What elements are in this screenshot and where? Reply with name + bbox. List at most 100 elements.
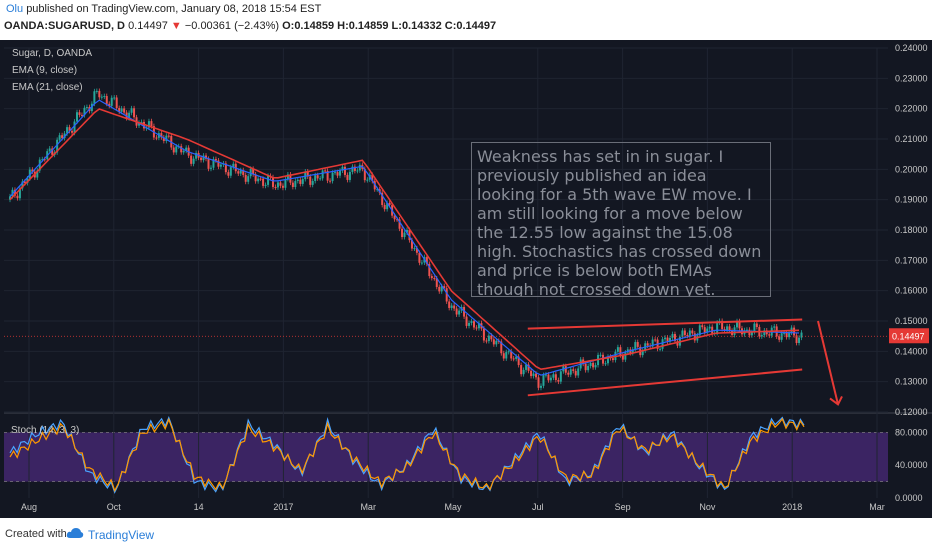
candle-body (512, 358, 515, 360)
stoch-d-line (9, 417, 805, 493)
candle-body (185, 147, 188, 151)
candle-body (482, 328, 485, 341)
last-price: 0.14497 (128, 20, 168, 32)
candle-body (413, 248, 416, 250)
candle-body (726, 326, 729, 331)
author-link[interactable]: Olu (6, 3, 24, 15)
candle-body (371, 174, 374, 182)
candle-body (763, 330, 766, 336)
candle-body (408, 229, 411, 241)
candle-body (505, 352, 508, 359)
publish-line: Olu published on TradingView.com, Januar… (6, 3, 321, 15)
candle-body (676, 341, 679, 346)
candle-body (284, 178, 287, 188)
candle-body (393, 215, 396, 220)
candle-body (299, 179, 302, 184)
price-label-bg (889, 328, 929, 344)
candle-body (698, 325, 701, 336)
candle-body (224, 163, 227, 173)
candle-body (728, 326, 731, 331)
footer: Created with TradingView (0, 518, 932, 550)
candle-body (435, 278, 438, 287)
candle-body (229, 167, 232, 176)
candle-body (252, 168, 255, 175)
candle-body (611, 358, 614, 361)
y-tick-label: 0.18000 (895, 225, 928, 235)
candle-body (661, 339, 664, 349)
candle-body (38, 159, 41, 171)
candle-body (537, 377, 540, 388)
y-tick-label: 0.23000 (895, 73, 928, 83)
candle-body (425, 257, 428, 264)
candle-body (150, 121, 153, 127)
candle-body (172, 147, 175, 153)
candle-body (242, 170, 245, 175)
candle-body (669, 337, 672, 342)
projection-arrow (817, 320, 839, 405)
candle-body (723, 329, 726, 331)
candle-body (257, 178, 260, 182)
candle-body (475, 327, 478, 329)
candle-body (21, 181, 24, 189)
y-tick-label: 0.15000 (895, 316, 928, 326)
candle-body (517, 356, 520, 366)
candle-body (386, 202, 389, 210)
candle-body (202, 155, 205, 161)
ema21-line (9, 108, 800, 371)
candle-body (693, 333, 696, 341)
candle-body (83, 107, 86, 116)
candle-body (500, 341, 503, 354)
candle-body (463, 306, 466, 317)
candle-body (43, 159, 46, 161)
candle-body (530, 370, 533, 377)
candle-body (681, 330, 684, 337)
candle-body (180, 146, 183, 153)
candle-body (795, 335, 798, 344)
x-tick-label: Mar (869, 502, 885, 512)
candle-body (140, 121, 143, 123)
y-tick-label: 0.13000 (895, 377, 928, 387)
symbol-line: OANDA:SUGARUSD, D 0.14497 ▼ −0.00361 (−2… (4, 20, 496, 32)
candle-body (78, 112, 81, 115)
chart-area[interactable]: Aug Oct 14 2017 Mar May Jul Sep Nov 2018 Mar 0.2400… (0, 40, 932, 518)
candle-body (472, 321, 475, 328)
candle-body (589, 362, 592, 367)
candle-body (23, 181, 26, 184)
candle-body (232, 163, 235, 168)
candle-body (113, 97, 116, 99)
candle-body (388, 202, 391, 205)
tradingview-brand[interactable]: TradingView (88, 528, 155, 542)
chart-title: Sugar, D, OANDA (12, 48, 93, 59)
candle-body (304, 171, 307, 180)
y-tick-label: 0.16000 (895, 286, 928, 296)
candle-body (108, 103, 111, 106)
candle-body (16, 195, 19, 199)
candle-body (133, 108, 136, 118)
price-change: −0.00361 (−2.43%) (184, 20, 280, 32)
x-tick-label: Sep (615, 502, 631, 512)
candle-body (760, 335, 763, 337)
candle-body (664, 337, 667, 340)
candle-body (341, 166, 344, 171)
candle-body (535, 373, 538, 378)
candle-body (41, 159, 44, 161)
candle-body (686, 335, 689, 337)
candle-body (339, 170, 342, 176)
candle-body (115, 97, 118, 109)
candle-body (406, 229, 408, 233)
candle-body (736, 321, 739, 328)
candle-body (353, 166, 356, 171)
price-chart[interactable]: Aug Oct 14 2017 Mar May Jul Sep Nov 2018 Mar 0.2400… (0, 40, 932, 518)
candle-body (262, 178, 265, 186)
ema9-line (9, 99, 800, 376)
candle-body (631, 349, 634, 354)
candle-body (95, 90, 98, 92)
y-tick-label: 0.21000 (895, 134, 928, 144)
x-tick-label: Nov (699, 502, 716, 512)
candle-body (56, 139, 59, 153)
candle-body (594, 365, 597, 368)
candle-body (711, 326, 714, 334)
candle-body (606, 356, 609, 364)
candle-body (383, 204, 386, 210)
candle-body (587, 366, 590, 371)
